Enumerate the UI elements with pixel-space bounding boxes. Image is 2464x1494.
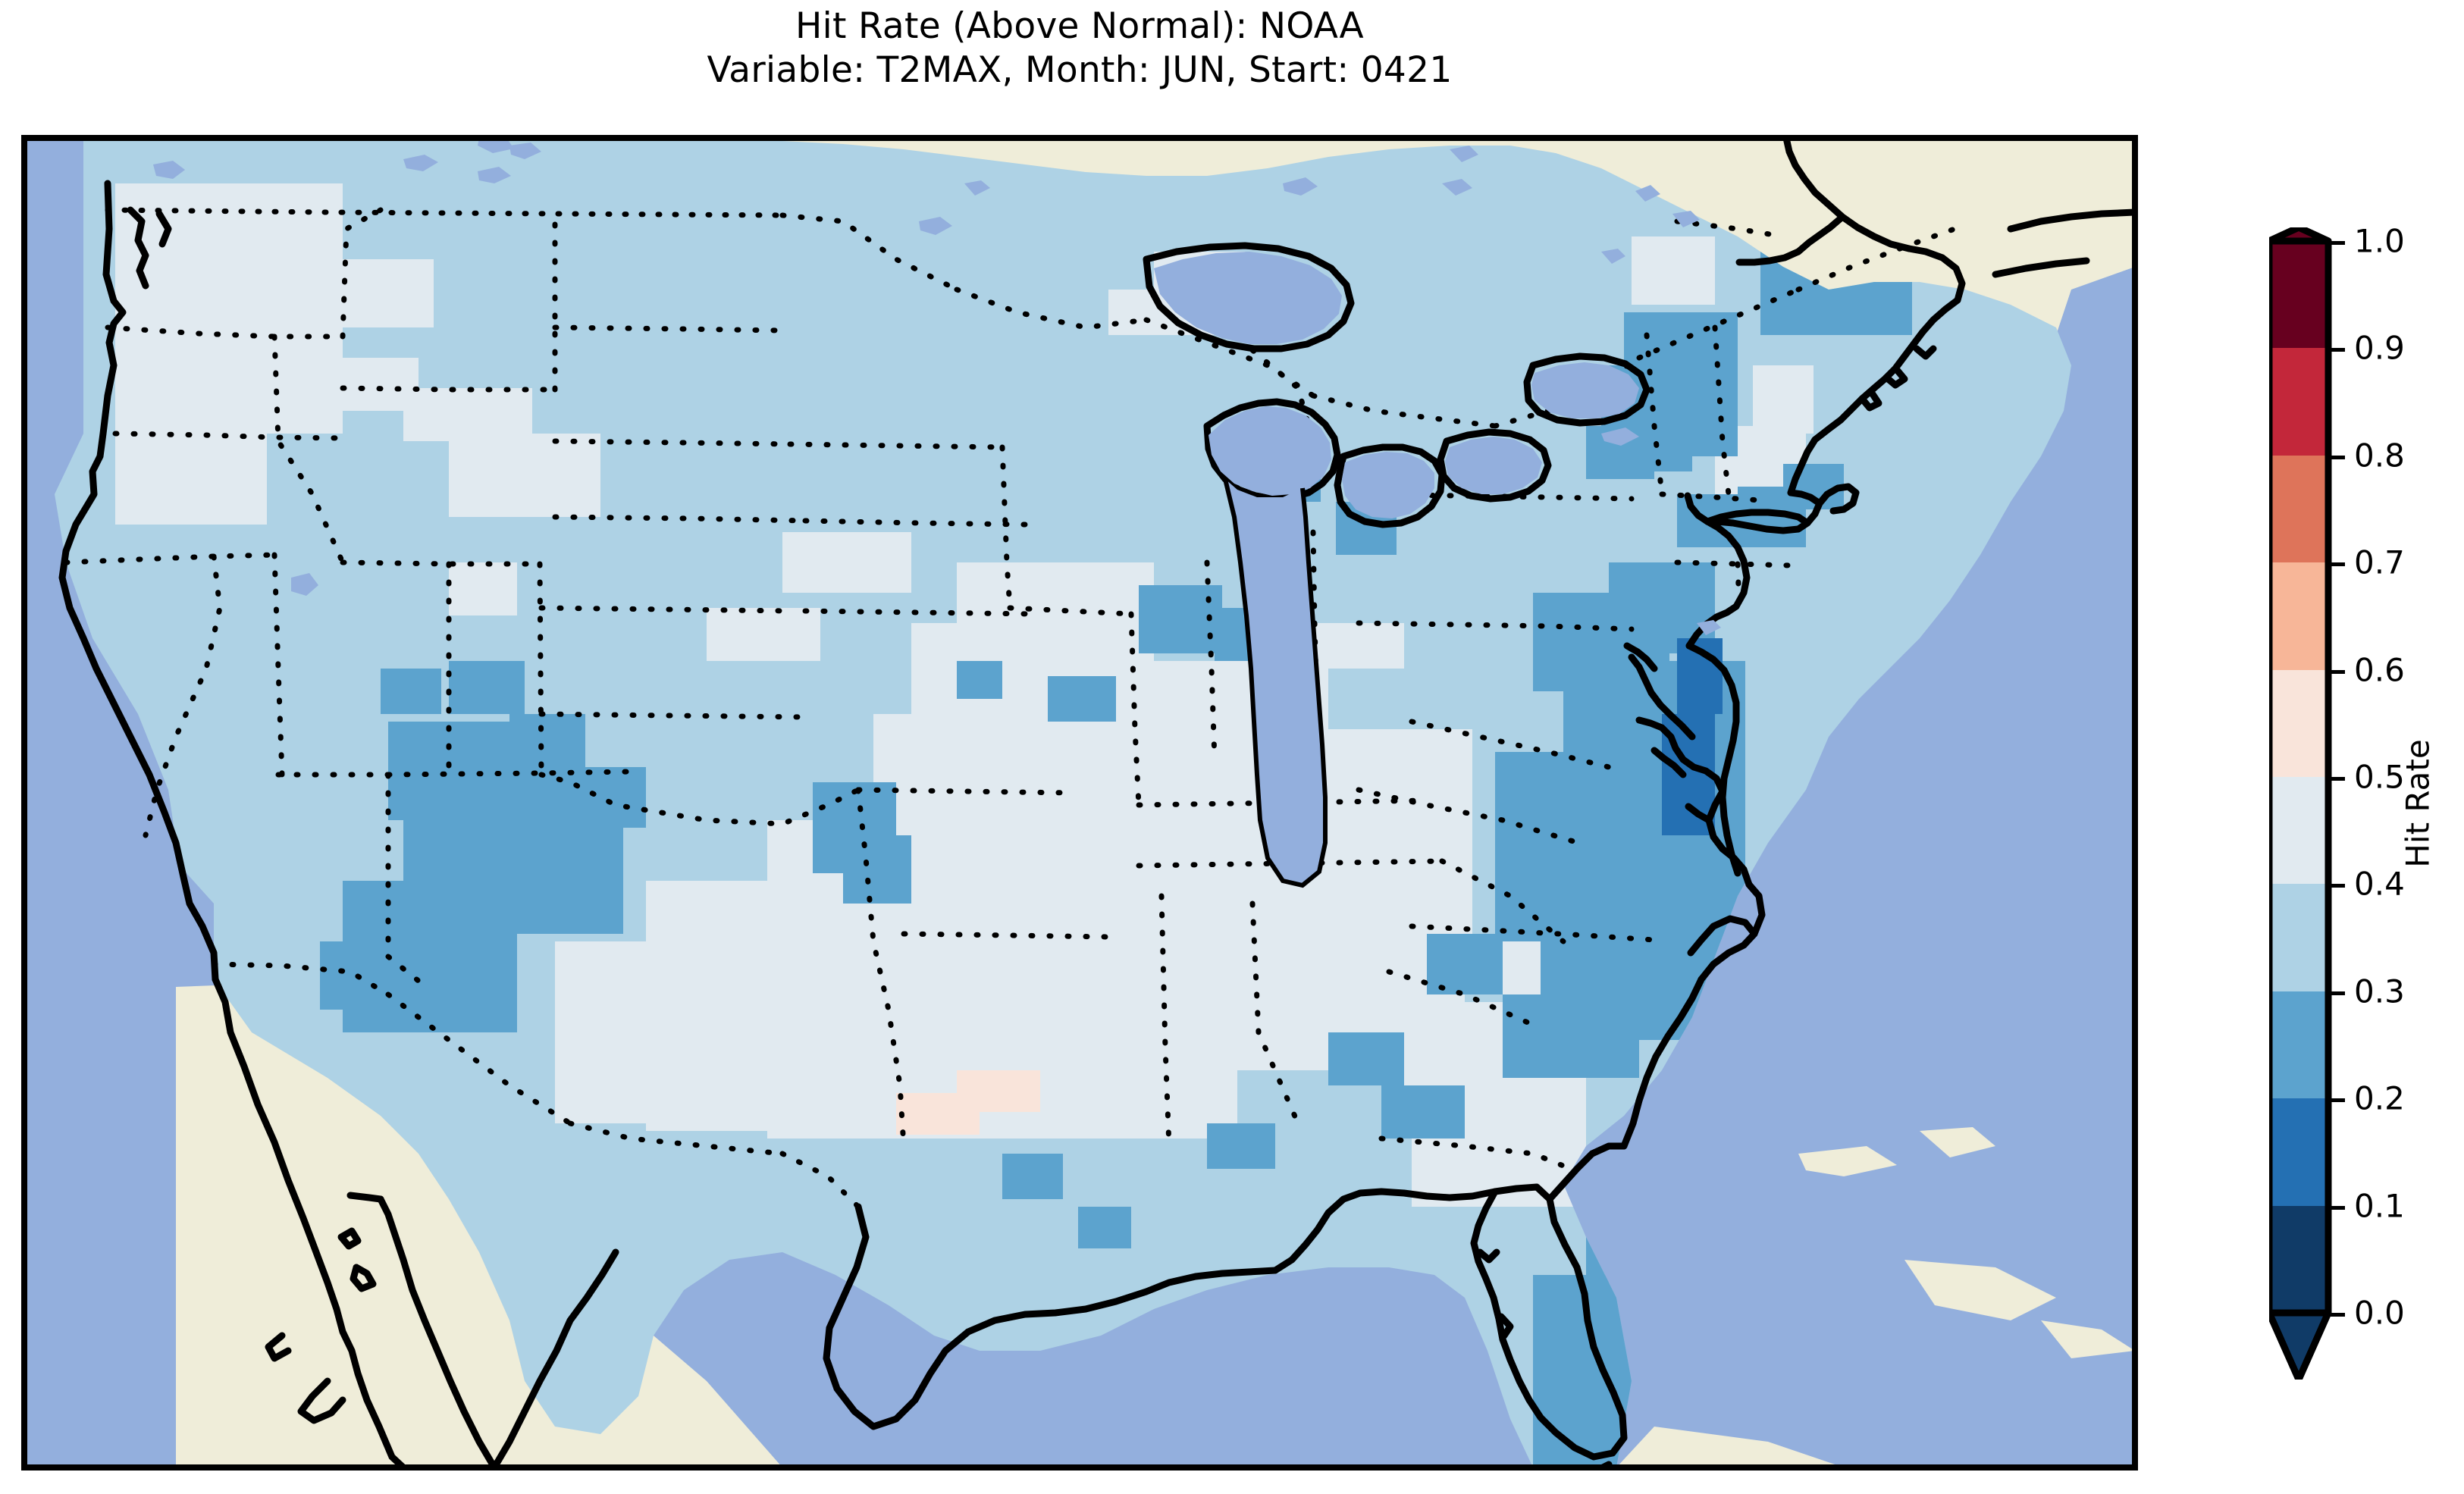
map-canvas xyxy=(24,138,2135,1467)
colorbar-band xyxy=(2269,669,2328,778)
map-axes xyxy=(21,135,2138,1471)
colorbar-tick-label: 0.9 xyxy=(2354,329,2405,367)
lake-outlines xyxy=(1223,478,1328,888)
colorbar-tick-label: 0.0 xyxy=(2354,1294,2405,1332)
colorbar-tick-label: 0.3 xyxy=(2354,973,2405,1010)
colorbar-extend-bottom xyxy=(2269,1309,2332,1380)
colorbar-tick-label: 0.8 xyxy=(2354,437,2405,475)
great-lakes xyxy=(153,138,1721,885)
colorbar-band xyxy=(2269,455,2328,563)
colorbar-band xyxy=(2269,241,2328,349)
colorbar-axis-label: Hit Rate xyxy=(2399,739,2437,868)
colorbar-tick xyxy=(2328,991,2345,995)
chart-title-line1: Hit Rate (Above Normal): NOAA xyxy=(795,5,1365,47)
colorbar-tick xyxy=(2328,1313,2345,1317)
colorbar-tick xyxy=(2328,562,2345,567)
colorbar-tick xyxy=(2328,1205,2345,1210)
colorbar-tick xyxy=(2328,777,2345,781)
colorbar-tick xyxy=(2328,1098,2345,1103)
chart-title-block: Hit Rate (Above Normal): NOAA Variable: … xyxy=(0,5,2159,92)
colorbar-band xyxy=(2269,884,2328,992)
colorbar-bands xyxy=(2269,241,2328,1314)
colorbar-band xyxy=(2269,562,2328,671)
colorbar-tick xyxy=(2328,348,2345,352)
colorbar-tick xyxy=(2328,884,2345,888)
colorbar-tick-label: 0.2 xyxy=(2354,1079,2405,1117)
coastlines xyxy=(58,138,2135,1467)
colorbar-tick xyxy=(2328,455,2345,459)
colorbar-tick xyxy=(2328,669,2345,674)
colorbar-tick-label: 1.0 xyxy=(2354,222,2405,260)
colorbar-tick-label: 0.4 xyxy=(2354,865,2405,903)
colorbar-band xyxy=(2269,1205,2328,1314)
colorbar-band xyxy=(2269,991,2328,1099)
colorbar-tick-label: 0.5 xyxy=(2354,758,2405,796)
colorbar-border xyxy=(2269,227,2332,1380)
chart-title-line2: Variable: T2MAX, Month: JUN, Start: 0421 xyxy=(707,49,1453,91)
colorbar-tick xyxy=(2328,241,2345,245)
colorbar-band xyxy=(2269,777,2328,885)
colorbar: 1.0 0.9 0.8 0.7 0.6 0.5 0.4 0.3 0.2 0.1 0.0 Hit Ra… xyxy=(2269,223,2464,1380)
colorbar-band xyxy=(2269,1098,2328,1207)
colorbar-tick-label: 0.6 xyxy=(2354,651,2405,689)
colorbar-tick-label: 0.1 xyxy=(2354,1187,2405,1225)
colorbar-band xyxy=(2269,348,2328,456)
colorbar-tick-label: 0.7 xyxy=(2354,543,2405,581)
warm-anomaly-cells xyxy=(896,1070,1040,1135)
